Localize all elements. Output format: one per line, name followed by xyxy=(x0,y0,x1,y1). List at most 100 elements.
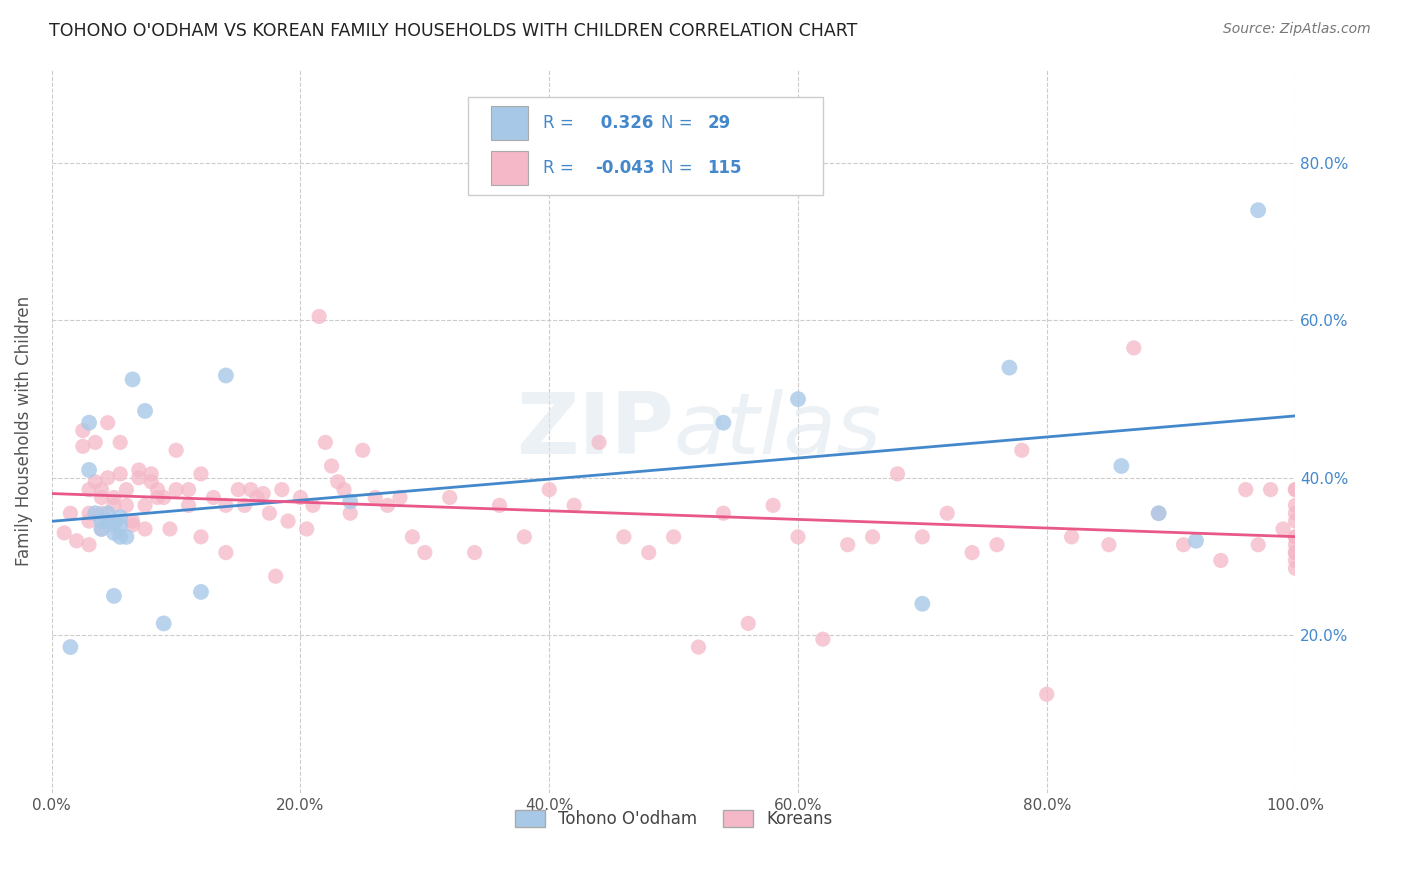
Point xyxy=(1234,483,1257,497)
Text: 29: 29 xyxy=(707,114,731,132)
Point xyxy=(77,538,100,552)
Text: N =: N = xyxy=(661,159,693,178)
Point xyxy=(711,416,734,430)
Point xyxy=(1284,514,1306,528)
Point xyxy=(1035,687,1057,701)
Point xyxy=(1284,530,1306,544)
Point xyxy=(53,525,76,540)
Point xyxy=(252,486,274,500)
Point xyxy=(1098,538,1121,552)
Point xyxy=(787,530,810,544)
Point xyxy=(662,530,685,544)
Point xyxy=(134,522,156,536)
Point xyxy=(1185,533,1208,548)
Point xyxy=(333,483,356,497)
Text: atlas: atlas xyxy=(673,389,882,472)
Point xyxy=(103,491,125,505)
Point xyxy=(128,463,150,477)
Point xyxy=(308,310,330,324)
Point xyxy=(1284,538,1306,552)
Point xyxy=(1284,483,1306,497)
Point xyxy=(302,499,325,513)
Point xyxy=(321,458,343,473)
Point xyxy=(1272,522,1295,536)
Point xyxy=(1147,506,1170,520)
Point xyxy=(439,491,461,505)
Point xyxy=(1147,506,1170,520)
Point xyxy=(233,499,256,513)
Point xyxy=(277,514,299,528)
Text: 0.326: 0.326 xyxy=(595,114,654,132)
Point xyxy=(108,510,131,524)
Point xyxy=(960,545,983,559)
Point xyxy=(1209,553,1232,567)
Point xyxy=(1111,458,1133,473)
Point xyxy=(159,522,181,536)
Point xyxy=(97,471,120,485)
Point xyxy=(90,522,112,536)
Point xyxy=(90,483,112,497)
Point xyxy=(488,499,510,513)
Point xyxy=(84,506,107,520)
Point xyxy=(90,506,112,520)
Point xyxy=(146,491,169,505)
Point xyxy=(72,439,94,453)
Text: TOHONO O'ODHAM VS KOREAN FAMILY HOUSEHOLDS WITH CHILDREN CORRELATION CHART: TOHONO O'ODHAM VS KOREAN FAMILY HOUSEHOL… xyxy=(49,22,858,40)
Point xyxy=(388,491,411,505)
Point xyxy=(77,463,100,477)
Point xyxy=(1284,499,1306,513)
Point xyxy=(121,518,143,533)
Point xyxy=(103,499,125,513)
Point xyxy=(339,506,361,520)
Point xyxy=(215,545,238,559)
Point xyxy=(1284,545,1306,559)
Point xyxy=(1247,203,1270,218)
Point xyxy=(513,530,536,544)
Point xyxy=(108,530,131,544)
Point xyxy=(1284,545,1306,559)
Point xyxy=(121,514,143,528)
Point xyxy=(115,483,138,497)
Point xyxy=(1284,553,1306,567)
Point xyxy=(911,530,934,544)
Point xyxy=(97,514,120,528)
Point xyxy=(911,597,934,611)
Point xyxy=(77,483,100,497)
FancyBboxPatch shape xyxy=(468,97,823,195)
Point xyxy=(77,416,100,430)
Point xyxy=(986,538,1008,552)
Point xyxy=(1173,538,1195,552)
Point xyxy=(72,424,94,438)
Point xyxy=(90,491,112,505)
Point xyxy=(128,471,150,485)
Point xyxy=(711,506,734,520)
Point xyxy=(202,491,225,505)
Point xyxy=(108,435,131,450)
Point xyxy=(936,506,959,520)
Point xyxy=(1260,483,1282,497)
Text: -0.043: -0.043 xyxy=(595,159,655,178)
Point xyxy=(1011,443,1033,458)
Point xyxy=(215,499,238,513)
Point xyxy=(295,522,318,536)
Point xyxy=(190,530,212,544)
Point xyxy=(239,483,262,497)
Point xyxy=(190,585,212,599)
Point xyxy=(215,368,238,383)
Point xyxy=(886,467,908,481)
Point xyxy=(103,525,125,540)
Text: 115: 115 xyxy=(707,159,742,178)
Point xyxy=(762,499,785,513)
Point xyxy=(1284,561,1306,575)
Point xyxy=(637,545,659,559)
Point xyxy=(103,589,125,603)
Point xyxy=(152,616,174,631)
Point xyxy=(613,530,636,544)
Point xyxy=(1284,506,1306,520)
Point xyxy=(998,360,1021,375)
Point xyxy=(103,518,125,533)
Point xyxy=(108,467,131,481)
Point xyxy=(190,467,212,481)
Point xyxy=(862,530,884,544)
Bar xyxy=(491,151,529,186)
